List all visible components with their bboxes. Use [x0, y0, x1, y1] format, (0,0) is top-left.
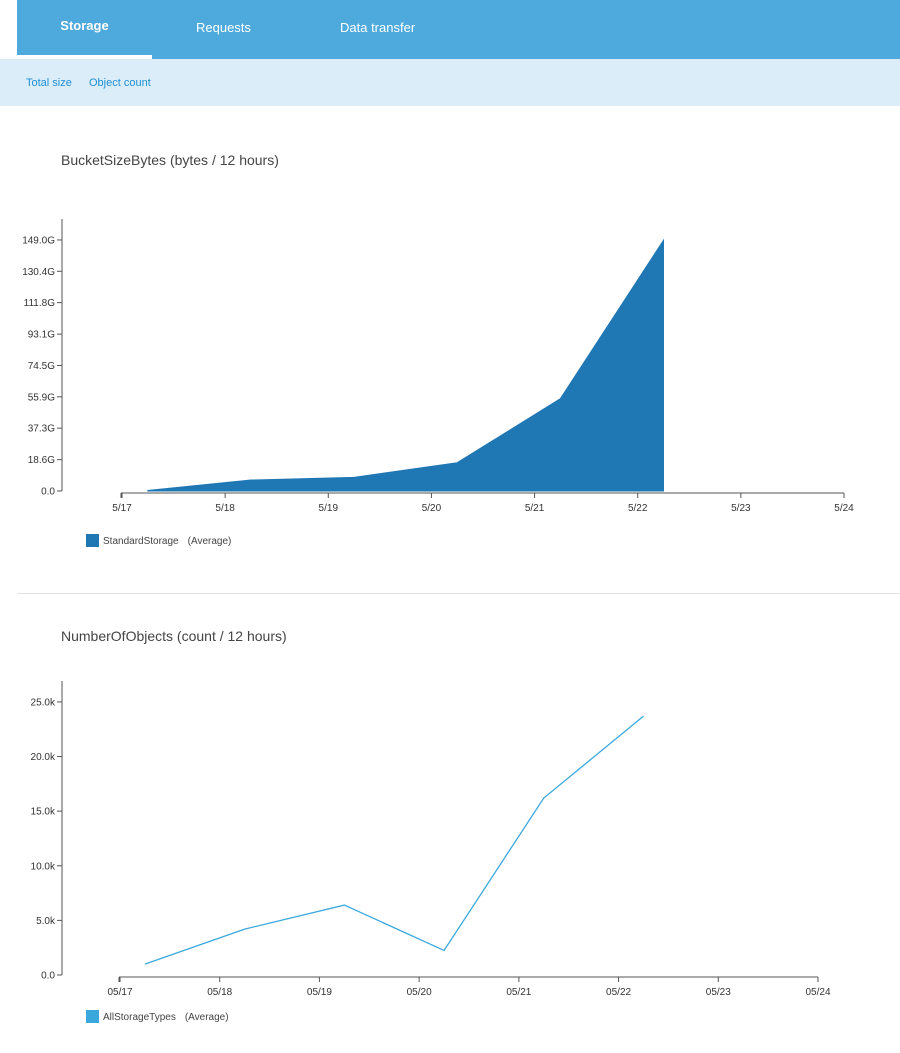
y-tick-label: 0.0: [41, 971, 55, 982]
y-tick-label: 18.6G: [28, 455, 55, 466]
series-area-standardstorage: [147, 238, 664, 492]
x-tick-label: 5/18: [215, 503, 235, 514]
legend-stat-all-storage-types: (Average): [184, 1012, 229, 1023]
y-tick-label: 5.0k: [36, 916, 56, 927]
x-tick-label: 5/22: [628, 503, 648, 514]
data-point: [243, 928, 246, 931]
data-point: [146, 489, 149, 492]
x-tick-label: 05/17: [107, 987, 132, 998]
legend-label-standard-storage: StandardStorage: [103, 536, 179, 547]
bucket-size-legend: StandardStorage (Average): [86, 534, 231, 547]
x-tick-label: 05/23: [706, 987, 731, 998]
y-tick-label: 20.0k: [31, 752, 56, 763]
number-of-objects-legend: AllStorageTypes (Average): [86, 1010, 229, 1023]
data-point: [343, 904, 346, 907]
tab-storage[interactable]: Storage: [17, 0, 152, 59]
y-tick-label: 10.0k: [31, 861, 56, 872]
data-point: [559, 397, 562, 400]
y-tick-label: 25.0k: [31, 697, 56, 708]
y-tick-label: 93.1G: [28, 330, 55, 341]
legend-stat-standard-storage: (Average): [187, 536, 232, 547]
series-line-allstoragetypes: [144, 715, 644, 965]
legend-swatch-all-storage-types: [86, 1010, 99, 1023]
y-tick-label: 111.8G: [24, 298, 56, 309]
object-count-link[interactable]: Object count: [89, 77, 151, 89]
y-tick-label: 15.0k: [31, 807, 56, 818]
x-tick-label: 05/20: [407, 987, 432, 998]
x-tick-label: 5/19: [319, 503, 339, 514]
tab-requests[interactable]: Requests: [196, 20, 251, 35]
x-tick-label: 05/19: [307, 987, 332, 998]
bucket-size-chart: 0.0 18.6G 37.3G 55.9G 74.5G 93.1G 111.8G 130.4G…: [22, 219, 854, 514]
legend-swatch-standard-storage: [86, 534, 99, 547]
x-tick-label: 05/24: [805, 987, 830, 998]
bucket-size-chart-title: BucketSizeBytes (bytes / 12 hours): [61, 152, 279, 168]
data-point: [353, 476, 356, 479]
data-point: [642, 715, 645, 718]
chart-divider: [17, 593, 900, 594]
x-tick-label: 5/20: [422, 503, 442, 514]
x-tick-label: 5/21: [525, 503, 545, 514]
x-tick-label: 05/22: [606, 987, 631, 998]
data-point: [542, 797, 545, 800]
data-point: [443, 949, 446, 952]
x-tick-label: 05/18: [207, 987, 232, 998]
data-point: [143, 963, 146, 966]
total-size-link[interactable]: Total size: [26, 77, 72, 89]
metric-subnav: Total size Object count: [0, 59, 900, 106]
legend-label-all-storage-types: AllStorageTypes: [103, 1012, 176, 1023]
y-tick-label: 130.4G: [22, 267, 55, 278]
x-tick-label: 5/24: [834, 503, 854, 514]
x-tick-label: 5/17: [112, 503, 132, 514]
data-point: [249, 479, 252, 482]
y-tick-label: 74.5G: [28, 361, 55, 372]
x-tick-label: 05/21: [506, 987, 531, 998]
number-of-objects-chart: 0.0 5.0k 10.0k 15.0k 20.0k 25.0k 05/17 05/18 05/…: [31, 681, 831, 998]
number-of-objects-chart-title: NumberOfObjects (count / 12 hours): [61, 628, 287, 644]
data-point: [662, 239, 665, 242]
y-tick-label: 0.0: [41, 487, 55, 498]
storage-metrics-tabbar: Storage Requests Data transfer: [17, 0, 900, 59]
y-tick-label: 37.3G: [28, 424, 55, 435]
data-point: [456, 461, 459, 464]
x-tick-label: 5/23: [731, 503, 751, 514]
tab-data-transfer[interactable]: Data transfer: [340, 20, 416, 35]
y-tick-label: 55.9G: [28, 392, 55, 403]
y-tick-label: 149.0G: [22, 235, 55, 246]
